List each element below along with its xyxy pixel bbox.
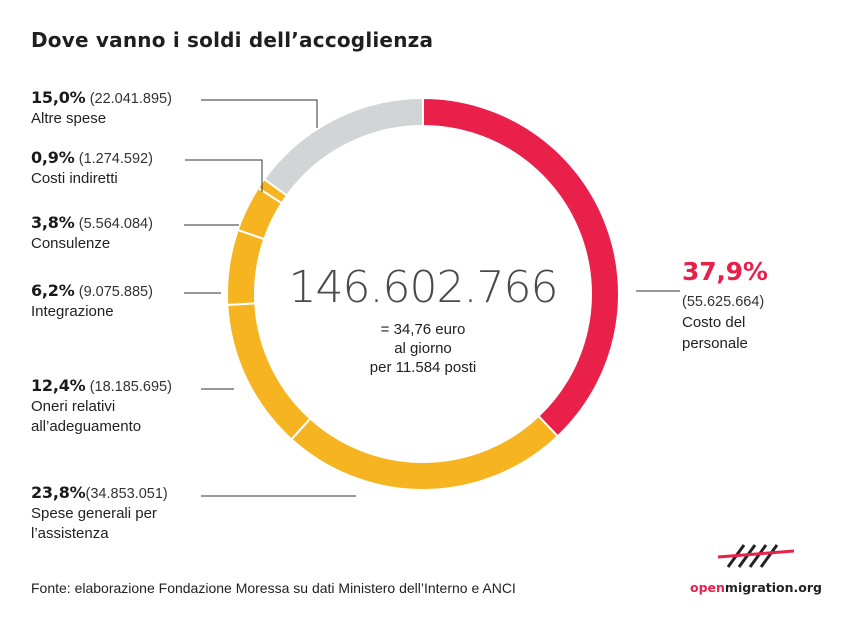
slice-amount: (9.075.885) (78, 284, 153, 300)
slice-percent: 3,8% (31, 213, 75, 232)
slice-percent: 37,9% (682, 257, 768, 286)
logo-rest: migration.org (724, 580, 822, 595)
slice-name: Spese generali per l’assistenza (31, 505, 157, 542)
slice-amount: (34.853.051) (85, 486, 168, 502)
donut-slice-spese-generali (290, 414, 560, 491)
logo-open: open (690, 580, 725, 595)
slice-label-personale: 37,9% (55.625.664) Costo del personale (682, 259, 792, 354)
source-note: Fonte: elaborazione Fondazione Moressa s… (31, 580, 516, 596)
donut-slice-integrazione (226, 228, 266, 306)
slice-name: Oneri relativi all’adeguamento (31, 398, 142, 435)
slice-amount: (1.274.592) (78, 151, 153, 167)
slice-percent: 6,2% (31, 281, 75, 300)
slice-percent: 12,4% (31, 376, 86, 395)
center-subtitle: = 34,76 euro al giorno per 11.584 posti (369, 321, 477, 376)
slice-label-oneri: 12,4% (18.185.695) Oneri relativi all’ad… (31, 376, 172, 437)
leader-lines (184, 99, 680, 497)
donut-slice-altre-spese (262, 96, 424, 197)
center-total: 146.602.766 (288, 262, 559, 313)
slice-name: Consulenze (31, 235, 111, 252)
slice-label-spese-generali: 23,8%(34.853.051) Spese generali per l’a… (31, 483, 171, 544)
leader-line-costi-indiretti (185, 159, 263, 192)
slice-name: Costi indiretti (31, 170, 118, 187)
slice-name: Costo del personale (682, 314, 748, 352)
openmigration-logo-icon (717, 544, 795, 568)
slice-amount: (55.625.664) (682, 294, 765, 310)
slice-label-integrazione: 6,2% (9.075.885) Integrazione (31, 281, 153, 322)
slice-name: Integrazione (31, 303, 114, 320)
page-title: Dove vanno i soldi dell’accoglienza (31, 28, 434, 52)
slice-amount: (18.185.695) (89, 379, 172, 395)
slice-label-costi-indiretti: 0,9% (1.274.592) Costi indiretti (31, 148, 153, 189)
leader-line-altre-spese (201, 99, 318, 128)
donut-slices (226, 96, 620, 491)
slice-percent: 23,8% (31, 483, 86, 502)
slice-amount: (22.041.895) (89, 91, 172, 107)
slice-name: Altre spese (31, 110, 107, 127)
logo-wordmark: openmigration.org (690, 580, 822, 595)
slice-percent: 0,9% (31, 148, 75, 167)
slice-amount: (5.564.084) (78, 216, 153, 232)
slice-percent: 15,0% (31, 88, 86, 107)
donut-slice-oneri (226, 302, 312, 441)
slice-label-altre-spese: 15,0% (22.041.895) Altre spese (31, 88, 172, 129)
slice-label-consulenze: 3,8% (5.564.084) Consulenze (31, 213, 153, 254)
